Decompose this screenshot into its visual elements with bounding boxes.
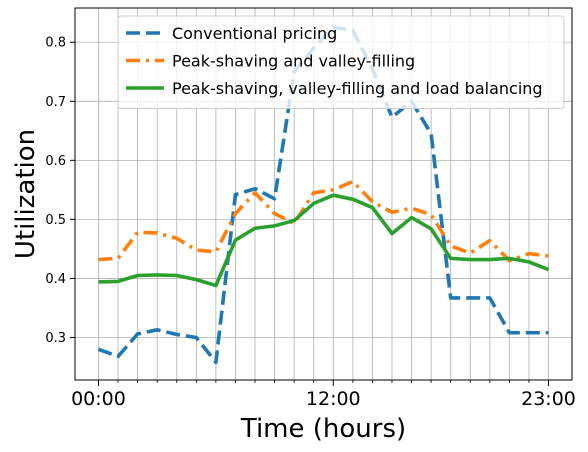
- y-tick-label: 0.5: [45, 213, 66, 228]
- legend-entry-1: Conventional pricing: [172, 24, 337, 43]
- y-tick-label: 0.8: [45, 36, 66, 51]
- y-tick-label: 0.7: [45, 95, 66, 110]
- y-tick-label: 0.6: [45, 154, 66, 169]
- x-tick-label: 12:00: [306, 388, 361, 410]
- y-axis-label: Utilization: [11, 129, 41, 259]
- axis-ticks: 00:00 12:00 23:00 0.3 0.4 0.5 0.6 0.7 0.8: [45, 36, 576, 410]
- x-tick-label: 00:00: [71, 388, 126, 410]
- x-tick-label: 23:00: [521, 388, 576, 410]
- legend: Conventional pricing Peak-shaving and val…: [117, 15, 565, 109]
- x-axis-label: Time (hours): [240, 414, 406, 444]
- y-tick-label: 0.4: [45, 272, 66, 287]
- series-line-2: [98, 179, 549, 263]
- legend-box: [117, 15, 565, 109]
- series-line-3: [98, 193, 550, 288]
- plot-area-frame: [74, 7, 573, 381]
- legend-entry-2: Peak-shaving and valley-filling: [172, 52, 415, 71]
- y-tick-label: 0.3: [45, 331, 66, 346]
- legend-entry-3: Peak-shaving, valley-filling and load ba…: [172, 79, 543, 98]
